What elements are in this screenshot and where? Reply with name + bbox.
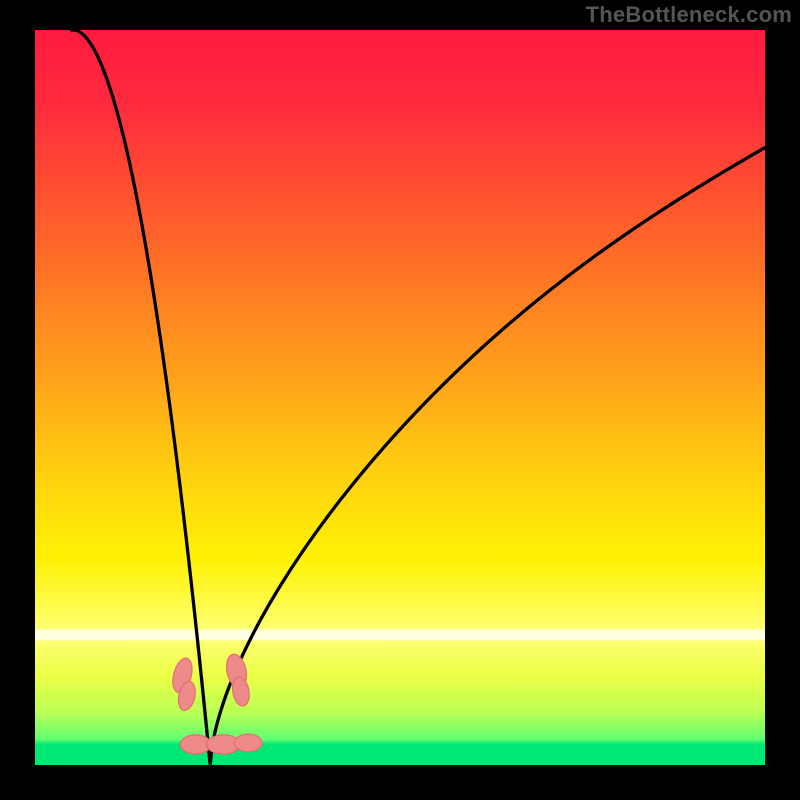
marker-blob [234,734,262,752]
watermark-label: TheBottleneck.com [586,2,792,28]
plot-background [35,30,765,765]
bottleneck-chart [0,0,800,800]
